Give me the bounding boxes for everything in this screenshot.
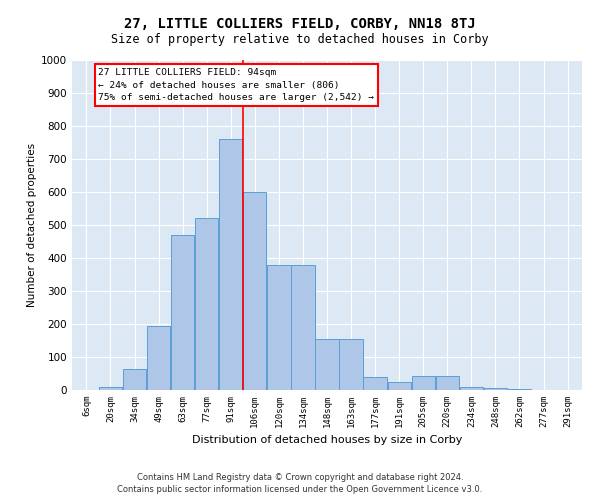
Text: Contains HM Land Registry data © Crown copyright and database right 2024.
Contai: Contains HM Land Registry data © Crown c… <box>118 472 482 494</box>
Bar <box>123 368 146 390</box>
Bar <box>412 376 435 390</box>
Bar <box>219 139 242 390</box>
Bar <box>267 264 290 390</box>
Bar <box>364 377 387 390</box>
Bar <box>243 192 266 390</box>
Bar <box>484 388 507 390</box>
Text: 27 LITTLE COLLIERS FIELD: 94sqm
← 24% of detached houses are smaller (806)
75% o: 27 LITTLE COLLIERS FIELD: 94sqm ← 24% of… <box>98 68 374 102</box>
Bar <box>316 339 338 390</box>
X-axis label: Distribution of detached houses by size in Corby: Distribution of detached houses by size … <box>192 436 462 446</box>
Bar <box>99 386 122 390</box>
Bar <box>171 235 194 390</box>
Bar <box>388 382 411 390</box>
Text: Size of property relative to detached houses in Corby: Size of property relative to detached ho… <box>111 32 489 46</box>
Bar <box>147 326 170 390</box>
Bar <box>291 264 314 390</box>
Bar <box>436 376 459 390</box>
Y-axis label: Number of detached properties: Number of detached properties <box>27 143 37 307</box>
Bar <box>340 339 363 390</box>
Bar <box>195 218 218 390</box>
Bar <box>460 386 483 390</box>
Text: 27, LITTLE COLLIERS FIELD, CORBY, NN18 8TJ: 27, LITTLE COLLIERS FIELD, CORBY, NN18 8… <box>124 18 476 32</box>
